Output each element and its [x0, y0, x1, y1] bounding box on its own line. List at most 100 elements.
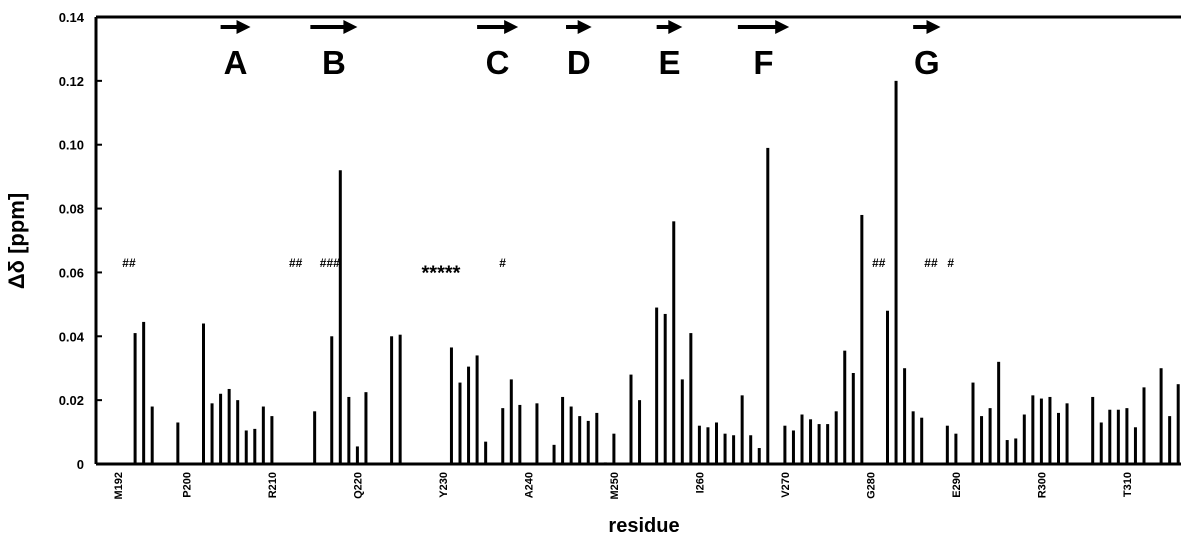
- bar: [236, 400, 240, 464]
- strand-label: E: [658, 44, 680, 81]
- bar: [834, 411, 838, 464]
- bar: [253, 428, 257, 464]
- bar: [766, 147, 770, 464]
- y-tick-label: 0: [77, 457, 84, 472]
- strand-arrow-head: [504, 20, 519, 34]
- bar: [1108, 409, 1112, 464]
- x-tick-label: I260: [694, 472, 706, 493]
- bar: [911, 411, 915, 464]
- x-tick-label: M250: [609, 472, 621, 500]
- bar: [518, 404, 522, 464]
- bar: [1125, 408, 1129, 465]
- bar: [603, 462, 607, 464]
- plot-axes: [94, 15, 1181, 466]
- residue-annotation: ##: [122, 256, 136, 270]
- bar: [809, 419, 813, 464]
- y-tick-label: 0.08: [59, 202, 84, 217]
- bar: [886, 310, 889, 464]
- bar: [595, 412, 599, 464]
- bar: [219, 393, 223, 464]
- x-tick-label: T310: [1122, 472, 1134, 497]
- bar: [390, 336, 394, 464]
- beta-strand-c: C: [477, 20, 519, 81]
- bar: [1176, 384, 1180, 464]
- bar: [458, 382, 462, 464]
- bar: [475, 355, 479, 464]
- bar: [860, 214, 864, 464]
- beta-strand-a: A: [220, 20, 251, 81]
- bar: [569, 406, 573, 464]
- bar: [1057, 412, 1060, 464]
- bar: [1091, 396, 1095, 464]
- bar: [826, 424, 830, 464]
- residue-annotation: #: [947, 256, 954, 270]
- residue-annotation: ##: [872, 256, 886, 270]
- strand-label: G: [914, 44, 940, 81]
- strand-label: D: [567, 44, 591, 81]
- x-tick-label: R210: [267, 472, 279, 498]
- bar: [578, 416, 582, 464]
- y-tick-label: 0.10: [59, 138, 84, 153]
- bar: [706, 427, 710, 464]
- bar: [1031, 395, 1035, 464]
- strand-label: F: [753, 44, 773, 81]
- bar: [697, 425, 701, 464]
- beta-strand-g: G: [913, 20, 941, 81]
- bar: [202, 323, 205, 464]
- x-tick-label: G280: [865, 472, 877, 499]
- bar: [997, 361, 1001, 464]
- bar: [261, 406, 265, 464]
- bar: [467, 366, 471, 464]
- bar: [509, 379, 513, 464]
- bar: [227, 388, 231, 464]
- beta-strand-f: F: [737, 20, 790, 81]
- bar: [1099, 422, 1103, 464]
- bar: [757, 448, 761, 464]
- bar: [903, 368, 907, 464]
- bar: [330, 336, 334, 464]
- x-tick-label: V270: [780, 472, 792, 498]
- strand-label: B: [322, 44, 346, 81]
- bar: [894, 80, 898, 465]
- bar: [740, 395, 744, 464]
- y-tick-label: 0.06: [59, 265, 84, 280]
- beta-strand-d: D: [566, 20, 592, 81]
- bar: [732, 435, 736, 464]
- bar: [244, 430, 248, 464]
- x-tick-label: E290: [951, 472, 963, 498]
- residue-annotation: ##: [289, 256, 303, 270]
- bar: [270, 416, 274, 464]
- bar: [586, 420, 590, 464]
- y-tick-label: 0.04: [59, 329, 85, 344]
- bar: [663, 313, 667, 464]
- bar: [783, 425, 787, 464]
- bar: [612, 433, 616, 464]
- bar: [176, 422, 180, 464]
- bar: [689, 333, 693, 464]
- beta-strand-e: E: [656, 20, 683, 81]
- strand-arrow-head: [577, 20, 592, 34]
- x-tick-label: Q220: [352, 472, 364, 499]
- bar: [988, 408, 992, 465]
- bar: [1159, 368, 1163, 464]
- bar: [1142, 387, 1146, 464]
- strand-arrow-head: [343, 20, 358, 34]
- y-tick-label: 0.12: [59, 74, 84, 89]
- bar: [150, 406, 154, 464]
- bar: [133, 333, 137, 464]
- bar: [1022, 414, 1026, 464]
- bar: [749, 435, 753, 464]
- x-tick-label: M192: [113, 472, 125, 500]
- strand-arrow-head: [926, 20, 941, 34]
- bar: [1048, 396, 1052, 464]
- x-axis-ticks: M192 P200 R210 Q220 Y230 A240 M250 I260 V270 G280…: [113, 472, 1134, 500]
- bar: [980, 416, 984, 464]
- x-axis-title: residue: [608, 515, 679, 537]
- bar: [1116, 409, 1120, 464]
- bar: [142, 321, 146, 464]
- secondary-structure-track: A B C D E F G: [220, 20, 941, 81]
- bar: [1065, 403, 1069, 464]
- y-tick-label: 0.02: [59, 393, 84, 408]
- y-axis-ticks: 0 0.02 0.04 0.06 0.08 0.10 0.12 0.14: [59, 10, 102, 472]
